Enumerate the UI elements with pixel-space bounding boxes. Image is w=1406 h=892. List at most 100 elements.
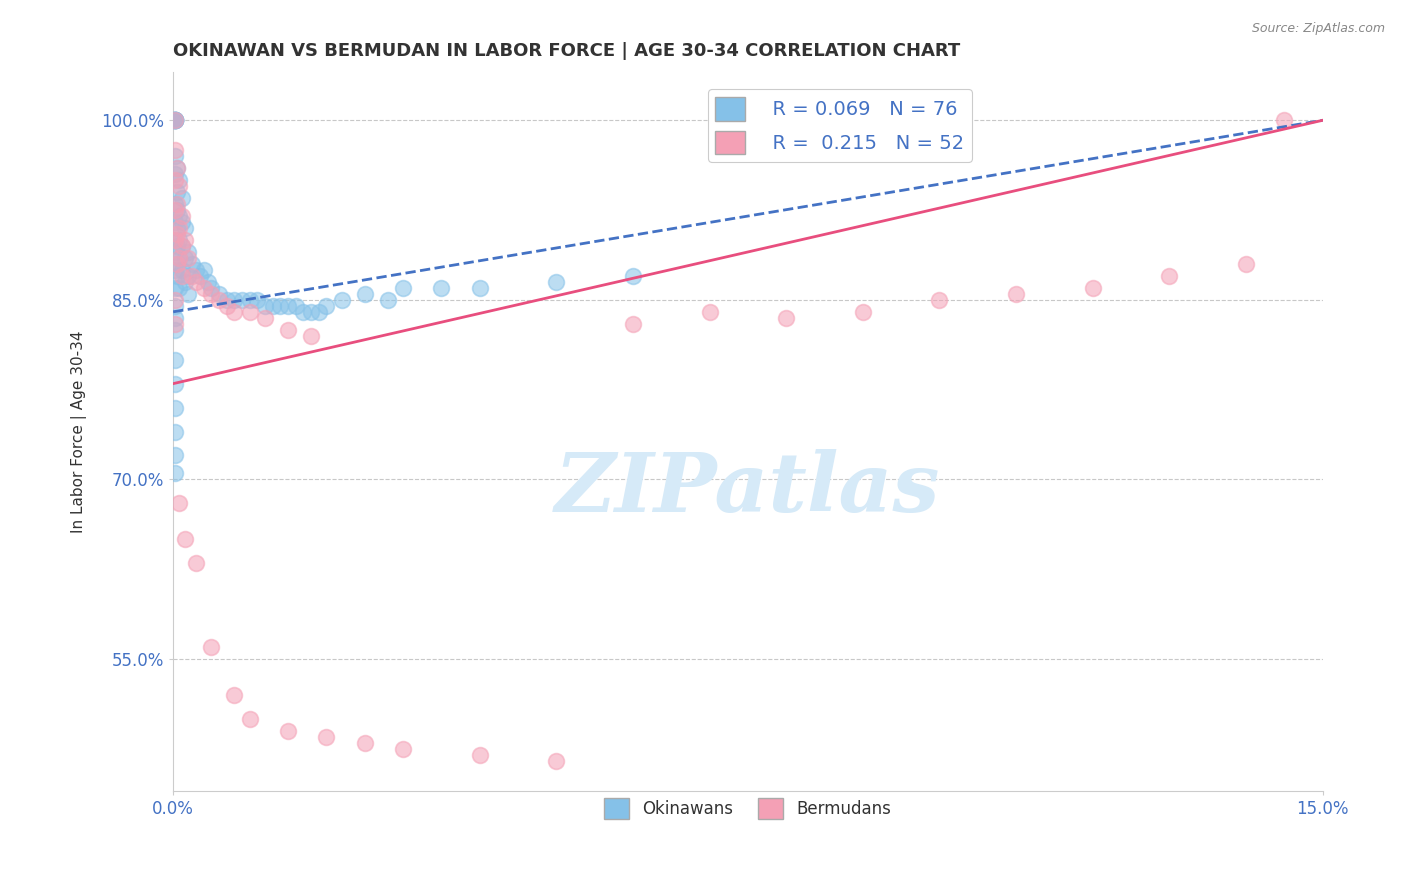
Point: [166, 185, 188, 199]
Point: [163, 467, 186, 481]
Point: [215, 293, 238, 307]
Point: [169, 173, 191, 187]
Point: [292, 305, 315, 319]
Point: [172, 191, 194, 205]
Point: [169, 209, 191, 223]
Point: [254, 299, 277, 313]
Point: [169, 251, 191, 265]
Point: [193, 281, 215, 295]
Point: [224, 293, 246, 307]
Point: [231, 293, 253, 307]
Text: ZIPatlas: ZIPatlas: [555, 449, 941, 529]
Point: [177, 244, 200, 259]
Point: [224, 305, 246, 319]
Point: [200, 640, 222, 654]
Point: [169, 496, 191, 510]
Point: [239, 293, 262, 307]
Point: [177, 251, 200, 265]
Point: [173, 233, 195, 247]
Point: [163, 215, 186, 229]
Point: [163, 401, 186, 415]
Point: [353, 736, 375, 750]
Point: [188, 268, 211, 283]
Point: [163, 143, 186, 157]
Point: [163, 149, 186, 163]
Point: [163, 113, 186, 128]
Point: [163, 281, 186, 295]
Point: [163, 113, 186, 128]
Point: [193, 263, 215, 277]
Point: [215, 299, 238, 313]
Point: [169, 221, 191, 235]
Point: [1081, 281, 1104, 295]
Point: [163, 167, 186, 181]
Point: [163, 113, 186, 128]
Point: [621, 317, 644, 331]
Point: [246, 293, 269, 307]
Point: [172, 239, 194, 253]
Point: [166, 257, 188, 271]
Point: [1234, 257, 1257, 271]
Point: [163, 113, 186, 128]
Point: [163, 244, 186, 259]
Point: [163, 352, 186, 367]
Point: [1272, 113, 1295, 128]
Point: [163, 317, 186, 331]
Point: [197, 275, 219, 289]
Point: [172, 263, 194, 277]
Point: [163, 449, 186, 463]
Point: [299, 328, 322, 343]
Point: [163, 376, 186, 391]
Point: [173, 221, 195, 235]
Point: [1005, 286, 1028, 301]
Point: [468, 747, 491, 762]
Point: [353, 286, 375, 301]
Point: [546, 754, 568, 768]
Point: [163, 197, 186, 211]
Text: OKINAWAN VS BERMUDAN IN LABOR FORCE | AGE 30-34 CORRELATION CHART: OKINAWAN VS BERMUDAN IN LABOR FORCE | AG…: [173, 42, 960, 60]
Point: [392, 281, 415, 295]
Point: [177, 286, 200, 301]
Point: [1159, 268, 1181, 283]
Point: [430, 281, 453, 295]
Point: [392, 741, 415, 756]
Point: [315, 730, 337, 744]
Point: [172, 239, 194, 253]
Point: [468, 281, 491, 295]
Point: [546, 275, 568, 289]
Point: [163, 310, 186, 325]
Legend: Okinawans, Bermudans: Okinawans, Bermudans: [598, 792, 898, 825]
Point: [169, 281, 191, 295]
Point: [169, 233, 191, 247]
Point: [172, 209, 194, 223]
Point: [163, 113, 186, 128]
Point: [163, 173, 186, 187]
Point: [163, 323, 186, 337]
Point: [163, 233, 186, 247]
Point: [699, 305, 721, 319]
Point: [163, 203, 186, 218]
Y-axis label: In Labor Force | Age 30-34: In Labor Force | Age 30-34: [72, 330, 87, 533]
Point: [186, 556, 208, 570]
Point: [163, 299, 186, 313]
Point: [330, 293, 353, 307]
Point: [262, 299, 284, 313]
Point: [284, 299, 307, 313]
Point: [166, 221, 188, 235]
Point: [186, 263, 208, 277]
Text: Source: ZipAtlas.com: Source: ZipAtlas.com: [1251, 22, 1385, 36]
Point: [315, 299, 337, 313]
Point: [163, 113, 186, 128]
Point: [181, 268, 204, 283]
Point: [163, 425, 186, 439]
Point: [181, 257, 204, 271]
Point: [928, 293, 950, 307]
Point: [166, 268, 188, 283]
Point: [277, 723, 299, 738]
Point: [166, 227, 188, 241]
Point: [166, 257, 188, 271]
Point: [166, 161, 188, 176]
Point: [163, 113, 186, 128]
Point: [852, 305, 875, 319]
Point: [166, 203, 188, 218]
